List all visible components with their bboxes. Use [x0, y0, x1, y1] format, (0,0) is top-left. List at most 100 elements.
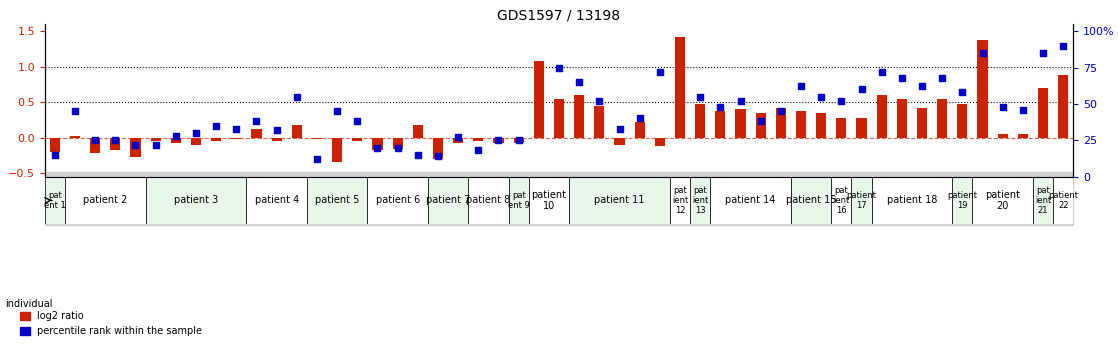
Point [792, 84, 809, 89]
Point [590, 98, 608, 104]
FancyBboxPatch shape [852, 177, 872, 224]
Point [46, 152, 64, 158]
Point [751, 119, 769, 124]
Point [954, 90, 972, 95]
Point [771, 108, 789, 114]
Bar [937, 99, 947, 138]
Bar [615, 138, 625, 145]
Point [369, 145, 387, 150]
Point [187, 130, 205, 136]
Text: patient
19: patient 19 [947, 191, 977, 210]
Text: pat
ient
13: pat ient 13 [692, 186, 709, 215]
Text: pat
ent 9: pat ent 9 [508, 191, 530, 210]
Bar [836, 118, 846, 138]
FancyBboxPatch shape [670, 177, 690, 224]
Bar [533, 61, 543, 138]
Bar [91, 138, 101, 153]
Point [731, 98, 749, 104]
FancyBboxPatch shape [569, 177, 670, 224]
Point [490, 138, 508, 143]
Bar [493, 138, 503, 143]
FancyBboxPatch shape [428, 177, 468, 224]
Point [813, 94, 831, 99]
Text: patient
17: patient 17 [846, 191, 877, 210]
Bar [453, 138, 463, 143]
Bar [413, 125, 423, 138]
Text: patient 3: patient 3 [174, 195, 218, 205]
Bar [151, 138, 161, 141]
Bar [635, 122, 645, 138]
Point [267, 127, 285, 133]
Bar [372, 138, 382, 150]
Point [510, 138, 528, 143]
Bar [191, 138, 201, 145]
Bar [716, 111, 726, 138]
Bar [312, 138, 322, 139]
Bar [211, 138, 221, 141]
Text: patient 15: patient 15 [786, 195, 836, 205]
FancyBboxPatch shape [710, 177, 790, 224]
Bar [877, 95, 887, 138]
Point [853, 87, 871, 92]
Text: pat
ient
21: pat ient 21 [1035, 186, 1051, 215]
FancyBboxPatch shape [307, 177, 368, 224]
Bar [695, 104, 705, 138]
Bar [756, 113, 766, 138]
Bar [513, 138, 523, 143]
Bar [1017, 134, 1027, 138]
Point [974, 50, 992, 56]
Point [126, 142, 144, 147]
Text: patient 6: patient 6 [376, 195, 419, 205]
Bar [977, 40, 987, 138]
Bar [1058, 75, 1068, 138]
Bar [292, 125, 302, 138]
Point [994, 104, 1012, 110]
Text: patient 11: patient 11 [595, 195, 645, 205]
Bar [675, 37, 685, 138]
Bar [231, 138, 241, 139]
Point [470, 148, 487, 153]
Point [691, 94, 709, 99]
Point [106, 138, 124, 143]
Point [449, 135, 467, 140]
Text: pat
ient
16: pat ient 16 [833, 186, 850, 215]
Point [610, 126, 628, 131]
Point [893, 75, 911, 80]
Bar [796, 111, 806, 138]
Bar [957, 104, 967, 138]
FancyBboxPatch shape [1033, 177, 1053, 224]
Legend: log2 ratio, percentile rank within the sample: log2 ratio, percentile rank within the s… [16, 307, 207, 340]
Point [934, 75, 951, 80]
FancyBboxPatch shape [690, 177, 710, 224]
Bar [1038, 88, 1048, 138]
Point [66, 108, 84, 114]
Bar [776, 108, 786, 138]
FancyBboxPatch shape [872, 177, 953, 224]
Text: patient 5: patient 5 [315, 195, 359, 205]
Point [349, 119, 367, 124]
FancyBboxPatch shape [45, 177, 65, 224]
Point [329, 108, 347, 114]
Point [1054, 43, 1072, 49]
Point [570, 79, 588, 85]
Bar [332, 138, 342, 162]
FancyBboxPatch shape [246, 177, 307, 224]
Text: pat
ient
12: pat ient 12 [672, 186, 689, 215]
FancyBboxPatch shape [953, 177, 973, 224]
FancyBboxPatch shape [529, 177, 569, 224]
Point [631, 116, 648, 121]
Text: pat
ent 1: pat ent 1 [44, 191, 66, 210]
Bar [917, 108, 927, 138]
Text: patient 14: patient 14 [726, 195, 776, 205]
Point [247, 119, 265, 124]
Point [711, 104, 729, 110]
FancyBboxPatch shape [145, 177, 246, 224]
Point [86, 138, 104, 143]
Text: patient 8: patient 8 [466, 195, 511, 205]
Bar [171, 138, 181, 143]
Text: individual: individual [6, 299, 53, 308]
FancyBboxPatch shape [368, 177, 428, 224]
Point [207, 123, 225, 128]
Point [287, 94, 305, 99]
Point [1014, 107, 1032, 112]
